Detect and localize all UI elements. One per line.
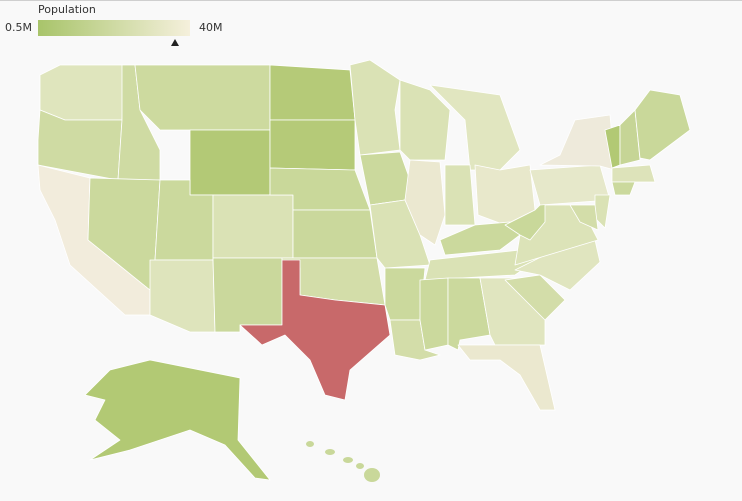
islands (306, 441, 380, 482)
state (359, 151, 411, 206)
state (444, 164, 476, 226)
island (343, 457, 353, 463)
state (212, 194, 294, 259)
state (504, 274, 566, 321)
state (611, 181, 636, 196)
legend-gradient (38, 20, 190, 36)
state (539, 114, 616, 171)
legend-max: 40M (199, 21, 223, 34)
island (325, 449, 335, 455)
states (37, 59, 691, 482)
island (364, 468, 380, 482)
state (419, 277, 449, 351)
legend-title: Population (38, 3, 96, 16)
state (212, 257, 283, 333)
state (292, 209, 378, 259)
island (306, 441, 314, 447)
state (504, 199, 546, 241)
legend-min: 0.5M (5, 21, 32, 34)
state (384, 267, 426, 321)
state (269, 64, 356, 121)
state (39, 64, 126, 121)
state (84, 359, 271, 481)
state (269, 119, 356, 171)
state (404, 159, 446, 246)
island (356, 463, 364, 469)
state (634, 89, 691, 161)
state (619, 109, 641, 166)
state (457, 344, 556, 411)
state (399, 79, 451, 161)
state (349, 59, 401, 156)
state (611, 164, 656, 183)
legend-pointer (171, 39, 179, 46)
state-highlighted[interactable] (239, 259, 391, 401)
state (149, 259, 216, 333)
state (569, 204, 599, 231)
state (189, 129, 271, 196)
state (529, 164, 611, 206)
state (134, 64, 271, 131)
